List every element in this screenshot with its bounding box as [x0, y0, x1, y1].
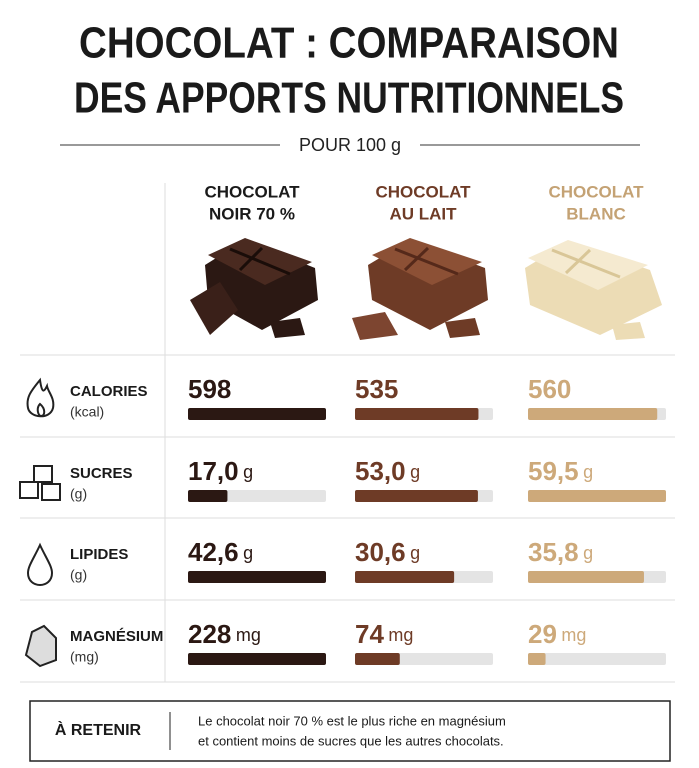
row-unit: (mg): [70, 649, 99, 665]
value: 228: [188, 619, 231, 649]
column-header: CHOCOLAT: [204, 182, 300, 201]
value-unit: g: [583, 462, 593, 482]
row-label: MAGNÉSIUM: [70, 628, 163, 645]
value-text: 53,0 g: [355, 456, 420, 486]
icon-cubes: [19, 465, 61, 501]
bar-track: [528, 653, 666, 665]
value-unit: g: [410, 543, 420, 563]
bar: [188, 408, 326, 420]
note-box: [29, 700, 671, 762]
subtitle: POUR 100 g: [299, 135, 401, 155]
value: 53,0: [355, 456, 406, 486]
row-unit: (kcal): [70, 404, 104, 420]
row-unit: (g): [70, 567, 87, 583]
value-text: 228 mg: [188, 619, 261, 649]
chocolate-white: [525, 240, 662, 340]
value: 30,6: [355, 537, 406, 567]
bar: [528, 571, 644, 583]
value: 42,6: [188, 537, 239, 567]
value-text: 17,0 g: [188, 456, 253, 486]
bar: [188, 490, 228, 502]
column-header: AU LAIT: [389, 204, 457, 223]
value: 29: [528, 619, 557, 649]
value-unit: g: [243, 543, 253, 563]
bar: [355, 571, 455, 583]
value-text: 535: [355, 374, 398, 404]
icon-drop: [26, 542, 54, 587]
column-header: NOIR 70 %: [209, 204, 295, 223]
bar: [188, 571, 326, 583]
row-unit: (g): [70, 486, 87, 502]
value-text: 560: [528, 374, 571, 404]
column-header: BLANC: [566, 204, 626, 223]
row-label: CALORIES: [70, 383, 148, 400]
chocolate-dark: [190, 238, 318, 338]
bar: [528, 490, 666, 502]
chocolate-milk: [352, 238, 488, 340]
value-text: 598: [188, 374, 231, 404]
note-title: À RETENIR: [55, 720, 142, 739]
bar: [188, 653, 326, 665]
bar: [528, 408, 658, 420]
column-header: CHOCOLAT: [375, 182, 471, 201]
column-header: CHOCOLAT: [548, 182, 644, 201]
value-text: 59,5 g: [528, 456, 593, 486]
value-text: 35,8 g: [528, 537, 593, 567]
value-text: 30,6 g: [355, 537, 420, 567]
note-line: et contient moins de sucres que les autr…: [198, 733, 504, 748]
icon-mineral: [24, 624, 57, 668]
value: 598: [188, 374, 231, 404]
icon-flame: [26, 377, 55, 418]
value-text: 29 mg: [528, 619, 586, 649]
title-line: CHOCOLAT : COMPARAISON: [79, 19, 619, 68]
bar: [355, 653, 400, 665]
value-unit: g: [583, 543, 593, 563]
value-unit: mg: [388, 625, 413, 645]
value: 17,0: [188, 456, 239, 486]
value-unit: g: [243, 462, 253, 482]
value-unit: g: [410, 462, 420, 482]
value: 560: [528, 374, 571, 404]
value: 74: [355, 619, 384, 649]
row-label: LIPIDES: [70, 546, 128, 563]
value-unit: mg: [236, 625, 261, 645]
value: 35,8: [528, 537, 579, 567]
value-text: 74 mg: [355, 619, 413, 649]
value-text: 42,6 g: [188, 537, 253, 567]
bar: [355, 408, 479, 420]
value: 535: [355, 374, 398, 404]
bar: [355, 490, 478, 502]
row-label: SUCRES: [70, 465, 133, 482]
value: 59,5: [528, 456, 579, 486]
title-line: DES APPORTS NUTRITIONNELS: [74, 74, 624, 123]
value-unit: mg: [561, 625, 586, 645]
bar: [528, 653, 546, 665]
note-line: Le chocolat noir 70 % est le plus riche …: [198, 713, 506, 728]
